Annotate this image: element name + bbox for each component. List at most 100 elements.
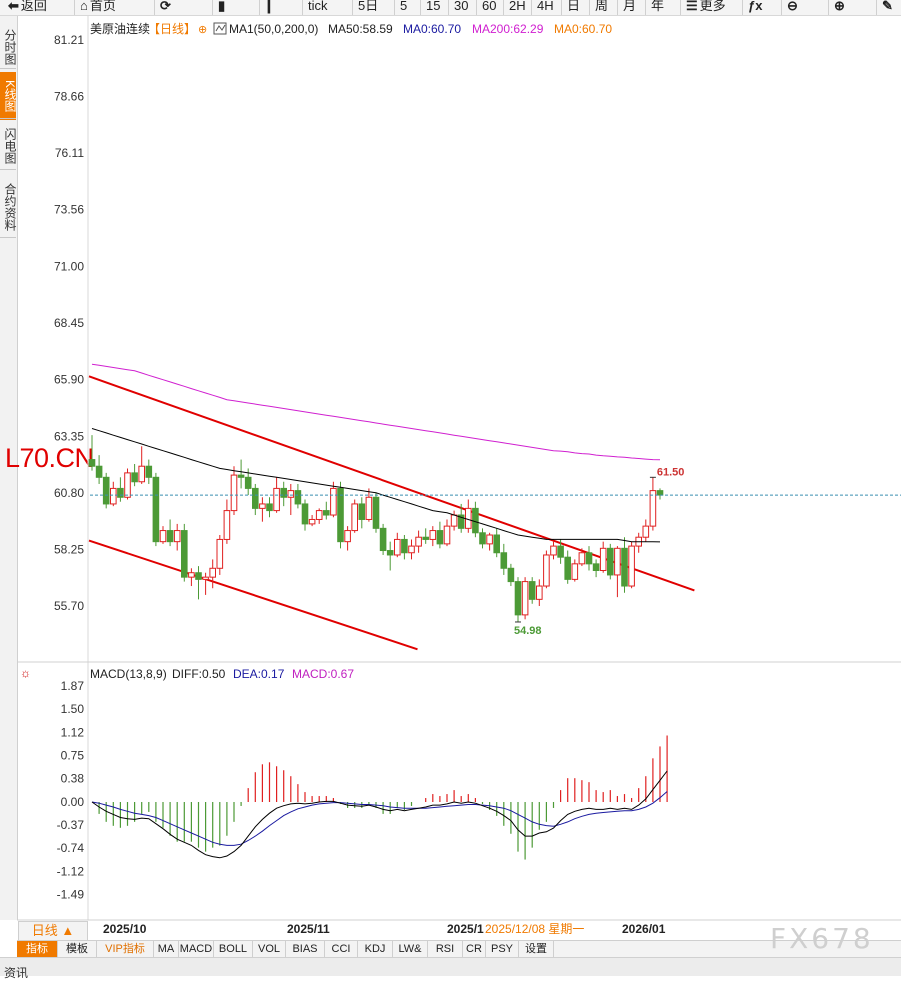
indicator-tab-1[interactable]: 模板	[58, 941, 97, 957]
candle-body	[493, 534, 500, 554]
toolbar-item-bar-chart-icon[interactable]: ▮	[218, 0, 227, 15]
left-tab-2[interactable]: 闪电图	[3, 128, 17, 164]
toolbar-item-周[interactable]: 周	[595, 0, 608, 15]
candle-body	[280, 487, 287, 498]
left-tab-0[interactable]: 分时图	[3, 29, 17, 65]
toolbar-separator	[781, 0, 782, 15]
legend-period: 【日线】	[148, 22, 196, 36]
indicator-tab-5[interactable]: BOLL	[214, 941, 253, 957]
toolbar-item-返回[interactable]: ⬅ 返回	[8, 0, 47, 15]
candle-body	[131, 472, 138, 483]
price-tick-label: 68.45	[54, 316, 84, 330]
left-tab-3[interactable]: 合约资料	[3, 183, 17, 231]
toolbar-separator	[561, 0, 562, 15]
macd-tick-label: 1.12	[61, 726, 85, 740]
candle-body	[486, 534, 493, 545]
candle-body	[202, 576, 209, 580]
indicator-tab-2[interactable]: VIP指标	[97, 941, 154, 957]
candle-body	[649, 490, 657, 527]
price-tick-label: 76.11	[55, 146, 84, 160]
candle-body	[138, 465, 145, 483]
macd-tick-label: -1.12	[57, 864, 85, 878]
indicator-tab-4[interactable]: MACD	[179, 941, 214, 957]
candle-body	[244, 476, 252, 489]
candle-body	[365, 496, 373, 520]
legend-instrument: 美原油连续	[90, 21, 150, 36]
toolbar-separator	[74, 0, 75, 15]
indicator-tab-8[interactable]: CCI	[325, 941, 358, 957]
candle-body	[372, 496, 380, 529]
toolbar-item-5[interactable]: 5	[400, 0, 407, 15]
indicator-tab-0[interactable]: 指标	[17, 941, 58, 957]
candle-body	[578, 552, 586, 565]
indicator-tab-9[interactable]: KDJ	[358, 941, 393, 957]
toolbar-item-更多[interactable]: ☰ 更多	[686, 0, 726, 15]
indicator-tab-13[interactable]: PSY	[486, 941, 519, 957]
candle-body	[642, 525, 650, 538]
candle-body	[181, 530, 188, 578]
toolbar-item-candles-icon[interactable]: ┃	[265, 0, 275, 15]
indicator-tab-3[interactable]: MA	[154, 941, 179, 957]
left-tab-1[interactable]: K线图	[0, 72, 17, 120]
legend-ma0: MA0:60.70	[403, 22, 461, 36]
toolbar-item-4H[interactable]: 4H	[537, 0, 554, 15]
toolbar-item-zoom-out-icon[interactable]: ⊖	[787, 0, 800, 15]
toolbar-item-zoom-in-icon[interactable]: ⊕	[834, 0, 847, 15]
toolbar-item-5日[interactable]: 5日	[358, 0, 378, 15]
candle-body	[301, 503, 309, 525]
candle-body	[394, 538, 401, 556]
low-price-label: 54.98	[514, 625, 542, 637]
trend-channel-lower-line	[88, 539, 418, 651]
period-selector[interactable]: 日线 ▲	[18, 921, 88, 941]
toolbar-item-2H[interactable]: 2H	[509, 0, 526, 15]
toolbar-item-60[interactable]: 60	[482, 0, 496, 15]
macd-diff-line	[91, 770, 668, 859]
toolbar-item-label: 5	[400, 0, 408, 13]
left-tab-separator	[0, 237, 16, 238]
indicator-tab-10[interactable]: LW&	[393, 941, 428, 957]
candle-body	[344, 530, 351, 543]
price-tick-label: 58.25	[54, 542, 84, 556]
macd-tick-label: 0.38	[61, 771, 85, 785]
toolbar-separator	[259, 0, 260, 15]
indicator-tab-12[interactable]: CR	[463, 941, 486, 957]
candle-body	[607, 547, 614, 576]
toolbar-item-refresh-icon[interactable]: ⟳	[160, 0, 173, 15]
toolbar-item-月[interactable]: 月	[623, 0, 636, 15]
indicator-tab-7[interactable]: BIAS	[286, 941, 325, 957]
toolbar-item-pen-icon[interactable]: ✎	[882, 0, 895, 15]
toolbar-item-label: 年	[651, 0, 665, 13]
toolbar-item-label: 返回	[20, 0, 47, 13]
indicator-tab-14[interactable]: 设置	[519, 941, 554, 957]
candle-body	[173, 530, 181, 543]
indicator-tab-11[interactable]: RSI	[428, 941, 463, 957]
toolbar-item-15[interactable]: 15	[426, 0, 440, 15]
candle-body	[230, 474, 238, 512]
toolbar-separator	[503, 0, 504, 15]
macd-tick-label: -0.74	[57, 841, 85, 855]
date-tick-label: 2025/1	[447, 922, 484, 936]
candle-body	[621, 547, 628, 587]
candle-body	[358, 503, 366, 520]
toolbar-item-首页[interactable]: ⌂ 首页	[80, 0, 116, 15]
toolbar-item-日[interactable]: 日	[567, 0, 580, 15]
toolbar-item-30[interactable]: 30	[454, 0, 468, 15]
candle-body	[422, 536, 429, 540]
toolbar-item-function-icon[interactable]: ƒx	[748, 0, 764, 15]
toolbar-separator	[154, 0, 155, 15]
toolbar-item-tick[interactable]: tick	[308, 0, 328, 15]
toolbar-separator	[680, 0, 681, 15]
candle-body	[188, 572, 195, 578]
indicator-tab-6[interactable]: VOL	[253, 941, 286, 957]
price-tick-label: 65.90	[54, 373, 84, 387]
candle-body	[401, 538, 408, 554]
toolbar-separator	[302, 0, 303, 15]
candle-body	[195, 572, 202, 580]
toolbar-separator	[742, 0, 743, 15]
candle-body	[507, 567, 515, 583]
toolbar-item-年[interactable]: 年	[651, 0, 664, 15]
left-tab-separator	[0, 68, 16, 69]
indicator-settings-icon	[213, 22, 227, 35]
macd-settings-icon: ☼	[20, 666, 31, 680]
